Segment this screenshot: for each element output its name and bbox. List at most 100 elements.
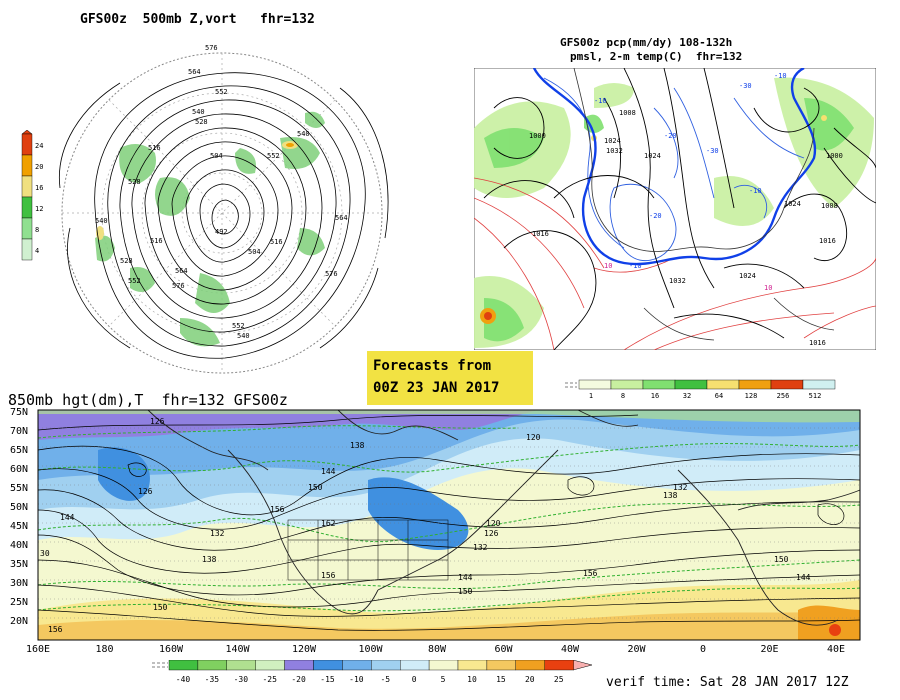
colorbar-swatch xyxy=(21,154,33,177)
colorbar-tick-label: -5 xyxy=(380,675,390,684)
svg-text:516: 516 xyxy=(270,238,283,246)
lon-label: 40W xyxy=(561,644,580,655)
colorbar-swatch xyxy=(674,379,708,390)
colorbar-swatch xyxy=(21,217,33,240)
colorbar-tick-label: 15 xyxy=(496,675,506,684)
svg-text:126: 126 xyxy=(138,487,153,496)
colorbar-tick-label: 8 xyxy=(621,392,625,400)
svg-text:528: 528 xyxy=(195,118,208,126)
svg-text:-20: -20 xyxy=(649,212,662,220)
svg-text:126: 126 xyxy=(484,529,499,538)
colorbar-tick-label: 512 xyxy=(809,392,822,400)
colorbar-swatch xyxy=(255,660,285,671)
colorbar-swatch xyxy=(284,660,314,671)
colorbar-swatch xyxy=(610,379,644,390)
precip-map: 1000 1008 1024 1032 1016 1032 1024 1000 … xyxy=(474,68,876,350)
svg-text:540: 540 xyxy=(237,332,250,340)
lat-label: 25N xyxy=(10,597,28,608)
colorbar-tick-label: -35 xyxy=(205,675,220,684)
svg-text:144: 144 xyxy=(458,573,473,582)
forecast-line1: Forecasts from xyxy=(373,358,492,374)
precip-title-line2: pmsl, 2-m temp(C) fhr=132 xyxy=(570,50,743,63)
svg-text:156: 156 xyxy=(321,571,336,580)
colorbar-swatch xyxy=(342,660,372,671)
svg-text:138: 138 xyxy=(202,555,217,564)
colorbar-swatch xyxy=(578,379,612,390)
svg-text:-10: -10 xyxy=(629,262,642,270)
svg-text:120: 120 xyxy=(486,519,501,528)
svg-text:1024: 1024 xyxy=(784,200,801,208)
colorbar-tick-label: 128 xyxy=(745,392,758,400)
colorbar-swatch xyxy=(371,660,401,671)
svg-text:150: 150 xyxy=(153,603,168,612)
lat-label: 20N xyxy=(10,616,28,627)
h850-colorbar: -40 -35 -30 -25 -20 -15 -10 -5 0 5 10 15 20 25 xyxy=(152,660,593,684)
colorbar-tick-label: 1 xyxy=(589,392,593,400)
lon-label: 100W xyxy=(358,644,383,655)
svg-text:10: 10 xyxy=(764,284,772,292)
svg-text:156: 156 xyxy=(583,569,598,578)
svg-text:540: 540 xyxy=(95,217,108,225)
svg-text:1032: 1032 xyxy=(669,277,686,285)
colorbar-swatch xyxy=(399,660,430,671)
svg-text:516: 516 xyxy=(150,237,163,245)
lat-label: 70N xyxy=(10,426,28,437)
colorbar-tick-label: 32 xyxy=(683,392,691,400)
colorbar-swatch xyxy=(544,660,574,671)
svg-text:-20: -20 xyxy=(664,132,677,140)
svg-text:564: 564 xyxy=(188,68,201,76)
svg-text:-30: -30 xyxy=(739,82,752,90)
svg-text:540: 540 xyxy=(297,130,310,138)
svg-text:492: 492 xyxy=(215,228,228,236)
lon-label: 160W xyxy=(159,644,184,655)
svg-text:564: 564 xyxy=(335,214,348,222)
lat-label: 75N xyxy=(10,408,28,418)
colorbar-tick-label: 24 xyxy=(35,142,43,150)
lon-label: 20E xyxy=(760,644,778,655)
svg-text:540: 540 xyxy=(192,108,205,116)
svg-text:1000: 1000 xyxy=(826,152,843,160)
svg-text:1016: 1016 xyxy=(532,230,549,238)
svg-text:156: 156 xyxy=(48,625,63,634)
svg-text:1024: 1024 xyxy=(644,152,661,160)
svg-text:552: 552 xyxy=(215,88,228,96)
colorbar-tick-label: -25 xyxy=(262,675,277,684)
svg-text:144: 144 xyxy=(60,513,75,522)
svg-text:30: 30 xyxy=(40,549,50,558)
colorbar-tick-label: -40 xyxy=(176,675,191,684)
colorbar-tick-label: 256 xyxy=(777,392,790,400)
svg-text:528: 528 xyxy=(120,257,133,265)
precip-colorbar: 1 8 16 32 64 128 256 512 xyxy=(565,379,836,400)
colorbar-swatch xyxy=(486,660,516,671)
svg-text:162: 162 xyxy=(321,519,336,528)
colorbar-tick-label: 20 xyxy=(35,163,43,171)
colorbar-swatch xyxy=(457,660,488,671)
svg-text:1016: 1016 xyxy=(809,339,826,347)
colorbar-swatch xyxy=(706,379,740,390)
lon-label: 20W xyxy=(627,644,646,655)
colorbar-tick-label: 20 xyxy=(525,675,535,684)
colorbar-arrow-icon xyxy=(572,660,593,671)
svg-text:516: 516 xyxy=(148,144,161,152)
svg-text:-30: -30 xyxy=(706,147,719,155)
svg-text:120: 120 xyxy=(526,433,541,442)
colorbar-swatch xyxy=(802,379,836,390)
colorbar-swatch xyxy=(168,660,199,671)
svg-text:132: 132 xyxy=(473,543,488,552)
svg-text:132: 132 xyxy=(673,483,688,492)
colorbar-swatch xyxy=(515,660,545,671)
colorbar-tick-label: 0 xyxy=(412,675,417,684)
svg-text:576: 576 xyxy=(205,44,218,52)
colorbar-swatch xyxy=(21,196,33,219)
svg-text:552: 552 xyxy=(128,277,141,285)
colorbar-tick-label: -15 xyxy=(320,675,335,684)
lon-label: 80W xyxy=(428,644,447,655)
svg-text:1008: 1008 xyxy=(821,202,838,210)
lat-label: 55N xyxy=(10,483,28,494)
lat-label: 35N xyxy=(10,559,28,570)
lat-label: 30N xyxy=(10,578,28,589)
svg-text:144: 144 xyxy=(321,467,336,476)
svg-text:552: 552 xyxy=(267,152,280,160)
colorbar-tick-label: 16 xyxy=(651,392,659,400)
z500-title: GFS00z 500mb Z,vort fhr=132 xyxy=(80,12,315,27)
